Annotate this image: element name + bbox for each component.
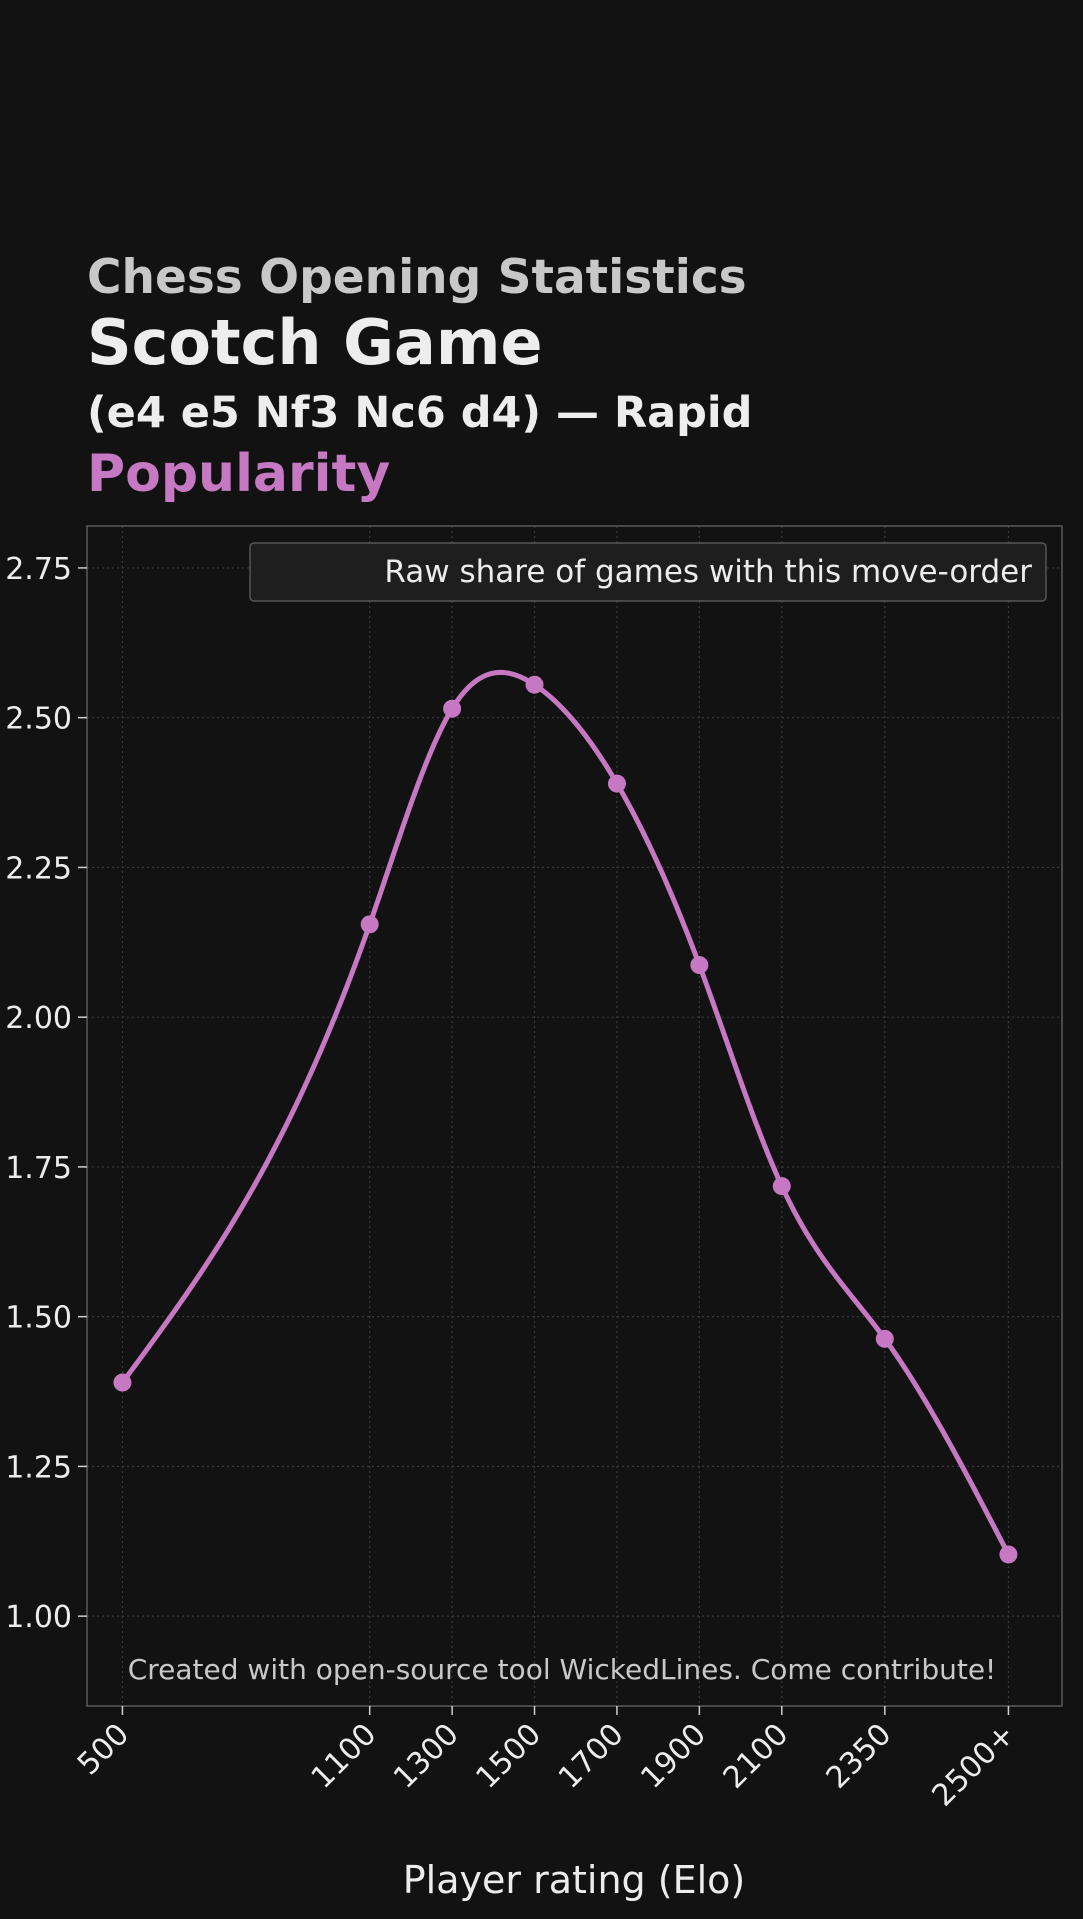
series-line — [119, 669, 1011, 1557]
grid-lines — [87, 526, 1062, 1706]
chart-subtitle: (e4 e5 Nf3 Nc6 d4) — Rapid — [87, 388, 753, 438]
x-tick-label: 500 — [71, 1717, 136, 1782]
x-tick-label: 1300 — [387, 1717, 466, 1796]
plot-frame — [86, 525, 1063, 1707]
x-tick-label: 1900 — [634, 1717, 713, 1796]
data-point — [607, 774, 626, 793]
data-point — [772, 1177, 791, 1196]
x-axis-label: Player rating (Elo) — [403, 1858, 745, 1902]
y-tick-label: 2.00 — [5, 1001, 72, 1036]
x-tick-label: 2100 — [717, 1717, 796, 1796]
x-tick-label: 1500 — [469, 1717, 548, 1796]
data-point — [443, 699, 462, 718]
x-tick-label: 1700 — [552, 1717, 631, 1796]
legend: Raw share of games with this move-order — [249, 542, 1047, 602]
y-tick-label: 1.00 — [5, 1600, 72, 1635]
metric-label: Popularity — [87, 444, 391, 504]
data-point — [999, 1545, 1018, 1564]
x-tick-label: 2500+ — [926, 1717, 1023, 1814]
y-axis: 1.00 1.25 1.50 1.75 2.00 2.25 2.50 2.75 — [5, 552, 87, 1635]
y-tick-label: 2.50 — [5, 702, 72, 737]
chart-kicker: Chess Opening Statistics — [87, 250, 747, 305]
y-tick-label: 1.75 — [5, 1151, 72, 1186]
y-tick-label: 1.25 — [5, 1450, 72, 1485]
watermark-annotation: Created with open-source tool WickedLine… — [128, 1653, 997, 1686]
y-tick-label: 2.75 — [5, 552, 72, 587]
data-points — [113, 675, 1018, 1564]
x-tick-label: 2350 — [820, 1717, 899, 1796]
x-tick-label: 1100 — [305, 1717, 384, 1796]
chart-title: Scotch Game — [87, 306, 543, 379]
data-point — [875, 1329, 894, 1348]
data-point — [360, 915, 379, 934]
data-point — [525, 675, 544, 694]
data-point — [113, 1373, 132, 1392]
legend-box — [249, 542, 1047, 602]
x-axis: 500 1100 1300 1500 1700 1900 2100 2350 2500+ — [71, 1706, 1022, 1813]
y-tick-label: 1.50 — [5, 1301, 72, 1336]
y-tick-label: 2.25 — [5, 851, 72, 886]
data-point — [690, 956, 709, 975]
legend-label: Raw share of games with this move-order — [384, 554, 1032, 590]
